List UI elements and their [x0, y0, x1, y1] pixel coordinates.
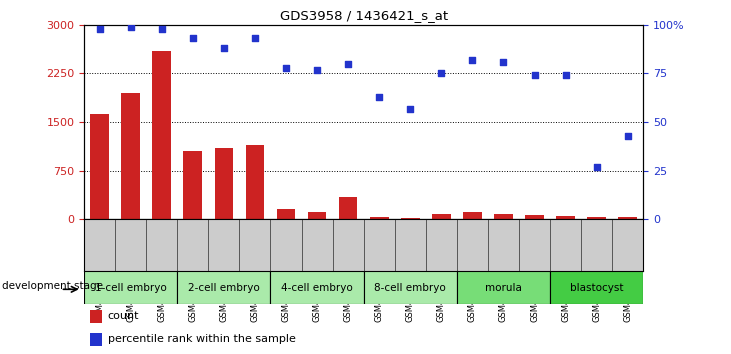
Bar — [494, 213, 512, 219]
Bar — [215, 148, 233, 219]
Point — [466, 57, 478, 63]
Point — [311, 67, 323, 72]
Bar — [84, 271, 177, 304]
Bar — [432, 214, 450, 219]
Point — [404, 105, 416, 111]
Point — [94, 26, 105, 32]
Text: count: count — [107, 312, 139, 321]
Bar — [90, 310, 102, 323]
Bar — [463, 212, 482, 219]
Point — [218, 45, 230, 51]
Title: GDS3958 / 1436421_s_at: GDS3958 / 1436421_s_at — [280, 9, 447, 22]
Bar — [618, 217, 637, 219]
Bar — [587, 217, 606, 219]
Bar — [363, 271, 457, 304]
Point — [498, 59, 510, 64]
Bar — [338, 197, 357, 219]
Text: 2-cell embryo: 2-cell embryo — [188, 282, 260, 293]
Point — [280, 65, 292, 70]
Point — [622, 133, 634, 138]
Bar — [401, 217, 420, 219]
Point — [374, 94, 385, 99]
Text: percentile rank within the sample: percentile rank within the sample — [107, 335, 295, 344]
Text: blastocyst: blastocyst — [570, 282, 624, 293]
Bar — [152, 51, 171, 219]
Point — [342, 61, 354, 67]
Bar — [183, 152, 202, 219]
Bar — [370, 217, 388, 219]
Point — [187, 35, 199, 41]
Bar — [308, 212, 326, 219]
Bar — [276, 209, 295, 219]
Text: 4-cell embryo: 4-cell embryo — [281, 282, 353, 293]
Bar — [525, 215, 544, 219]
Text: 8-cell embryo: 8-cell embryo — [374, 282, 446, 293]
Text: morula: morula — [485, 282, 522, 293]
Bar — [270, 271, 363, 304]
Bar — [121, 93, 140, 219]
Text: 1-cell embryo: 1-cell embryo — [95, 282, 167, 293]
Bar — [90, 114, 109, 219]
Text: development stage: development stage — [1, 281, 102, 291]
Point — [156, 26, 167, 32]
Point — [249, 35, 261, 41]
Bar — [177, 271, 270, 304]
Bar — [550, 271, 643, 304]
Point — [436, 70, 447, 76]
Bar — [246, 145, 264, 219]
Point — [529, 73, 540, 78]
Bar — [556, 216, 575, 219]
Point — [125, 24, 137, 29]
Bar — [90, 333, 102, 346]
Point — [591, 164, 602, 170]
Point — [560, 73, 572, 78]
Bar — [457, 271, 550, 304]
